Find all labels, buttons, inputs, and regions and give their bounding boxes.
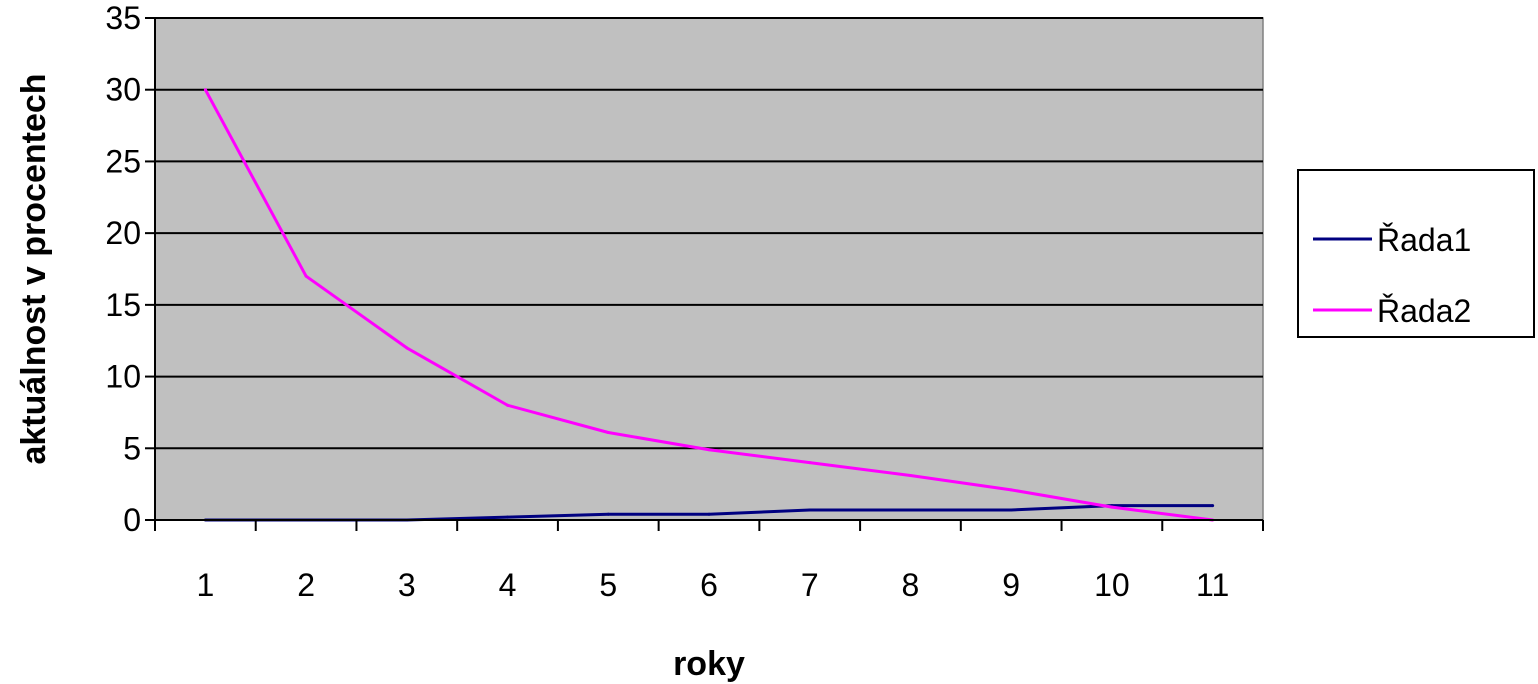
data-point-series1-7: [808, 508, 812, 512]
x-tick-label-10: 10: [1094, 567, 1130, 603]
x-tick-label-3: 3: [398, 567, 416, 603]
x-tick-label-5: 5: [599, 567, 617, 603]
data-point-series2-10: [1110, 505, 1114, 509]
legend: Řada1 Řada2: [1297, 169, 1535, 338]
y-tick-label-0: 0: [123, 502, 141, 538]
data-point-series2-9: [1009, 488, 1013, 492]
data-point-series2-7: [808, 461, 812, 465]
data-point-series2-3: [405, 346, 409, 350]
legend-label-rada1: Řada1: [1377, 222, 1471, 258]
data-point-series2-1: [203, 88, 207, 92]
y-tick-label-5: 5: [123, 430, 141, 466]
plot-area: [154, 17, 1264, 521]
data-point-series1-11: [1211, 504, 1215, 508]
x-tick-labels: 1 2 3 4 5 6 7 8 9 10 11: [196, 567, 1229, 603]
x-tick-label-1: 1: [196, 567, 214, 603]
data-point-series2-5: [606, 431, 610, 435]
x-tick-label-4: 4: [499, 567, 517, 603]
x-tick-label-2: 2: [297, 567, 315, 603]
x-axis-title: roky: [673, 645, 745, 683]
x-tick-label-11: 11: [1196, 567, 1229, 603]
data-point-series2-2: [304, 274, 308, 278]
y-tick-label-10: 10: [105, 359, 141, 395]
x-tick-label-9: 9: [1002, 567, 1020, 603]
x-tick-label-7: 7: [801, 567, 819, 603]
gridlines: [155, 17, 1263, 450]
y-tick-label-20: 20: [105, 215, 141, 251]
data-point-series1-9: [1009, 508, 1013, 512]
axes: [145, 17, 1264, 531]
data-point-series1-4: [506, 515, 510, 519]
y-tick-label-30: 30: [105, 72, 141, 108]
data-point-series1-6: [707, 512, 711, 516]
y-tick-label-25: 25: [105, 143, 141, 179]
legend-label-rada2: Řada2: [1377, 293, 1471, 329]
y-tick-labels: 0 5 10 15 20 25 30 35: [105, 0, 141, 538]
data-point-series2-8: [908, 474, 912, 478]
y-tick-label-35: 35: [105, 0, 141, 36]
data-point-series1-5: [606, 512, 610, 516]
data-point-series2-6: [707, 448, 711, 452]
x-tick-label-6: 6: [700, 567, 718, 603]
data-point-series2-4: [506, 403, 510, 407]
y-axis-title: aktuálnost v procentech: [15, 73, 53, 464]
x-tick-label-8: 8: [902, 567, 920, 603]
y-tick-label-15: 15: [105, 287, 141, 323]
data-point-series1-8: [908, 508, 912, 512]
